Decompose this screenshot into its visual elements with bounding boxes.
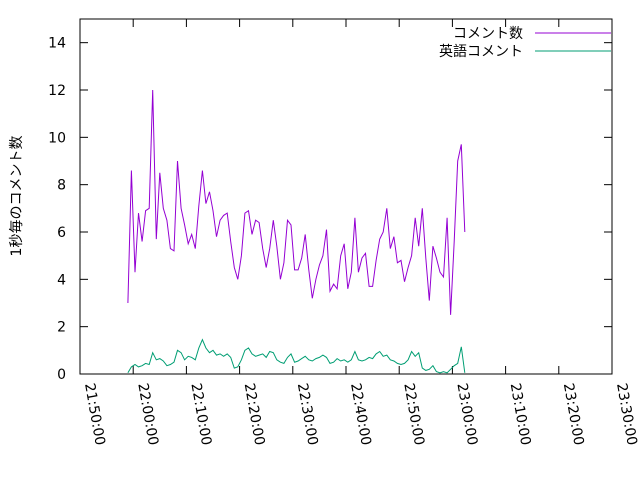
y-tick-label: 12 <box>48 83 66 99</box>
x-tick-label: 22:10:00 <box>187 382 214 447</box>
y-tick-label: 2 <box>57 320 66 336</box>
y-tick-label: 10 <box>48 130 66 146</box>
x-tick-label: 23:30:00 <box>613 382 640 447</box>
y-tick-label: 8 <box>57 178 66 194</box>
x-tick-label: 22:50:00 <box>400 382 427 447</box>
x-tick-label: 22:20:00 <box>241 382 268 447</box>
y-tick-label: 14 <box>48 36 66 52</box>
y-axis-label: 1秒毎のコメント数 <box>9 136 25 257</box>
x-tick-label: 23:20:00 <box>560 382 587 447</box>
x-tick-label: 22:40:00 <box>347 382 374 447</box>
x-tick-label: 21:50:00 <box>81 382 108 447</box>
plot-frame <box>79 18 613 375</box>
y-tick-label: 0 <box>57 367 66 383</box>
x-tick-label: 23:10:00 <box>507 382 534 447</box>
series-line-2 <box>127 338 466 374</box>
legend-label: コメント数 <box>453 26 523 42</box>
y-tick-label: 6 <box>57 225 66 241</box>
legend-label: 英語コメント <box>439 43 523 60</box>
x-tick-label: 22:30:00 <box>294 382 321 447</box>
y-tick-label: 4 <box>57 272 66 288</box>
x-tick-label: 22:00:00 <box>134 382 161 447</box>
x-tick-label: 23:00:00 <box>453 382 480 447</box>
series-line-1 <box>127 89 466 315</box>
